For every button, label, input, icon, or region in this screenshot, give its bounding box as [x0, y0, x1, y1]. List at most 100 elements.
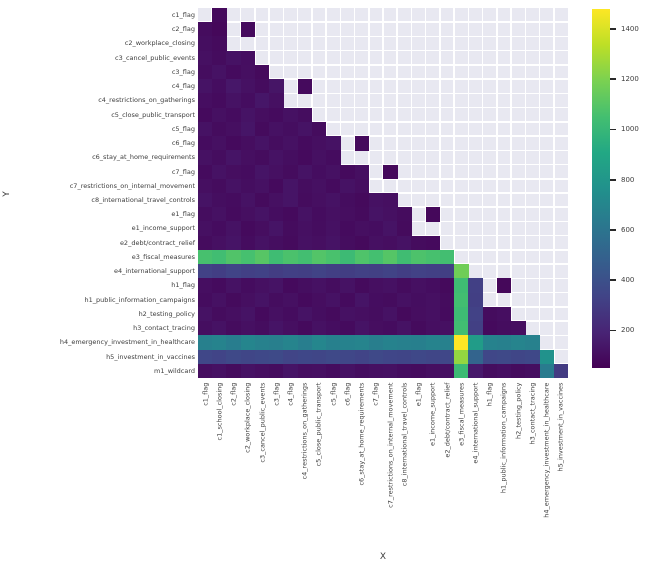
heatmap-cell	[240, 292, 256, 308]
heatmap-cell	[354, 335, 370, 350]
heatmap-cell	[326, 235, 341, 251]
heatmap-cell	[269, 264, 284, 279]
x-tick-label: c4_restrictions_on_gatherings	[300, 382, 309, 480]
heatmap-cell	[511, 321, 526, 336]
heatmap-cell	[340, 363, 355, 379]
heatmap-cell	[297, 164, 313, 180]
heatmap-cell	[425, 235, 441, 251]
heatmap-cell	[240, 136, 256, 151]
heatmap-cell	[198, 249, 213, 265]
heatmap-cell	[397, 349, 412, 365]
heatmap-cell	[283, 249, 298, 265]
heatmap-cell	[411, 292, 427, 308]
heatmap-cell	[340, 178, 355, 194]
heatmap-cell	[326, 164, 341, 180]
heatmap-cell	[226, 292, 242, 308]
heatmap-panel	[198, 8, 569, 379]
heatmap-cell	[283, 178, 298, 194]
colorbar-tick-mark	[610, 329, 616, 332]
heatmap-cell	[411, 335, 427, 350]
heatmap-cell	[240, 193, 256, 208]
heatmap-cell	[254, 136, 270, 151]
heatmap-cell	[212, 349, 227, 365]
heatmap-cell	[283, 207, 298, 222]
colorbar	[592, 9, 610, 368]
heatmap-cell	[425, 349, 441, 365]
heatmap-cell	[212, 221, 227, 237]
heatmap-cell	[198, 50, 213, 66]
heatmap-cell	[212, 264, 227, 279]
x-tick-label: c2_flag	[229, 382, 238, 407]
heatmap-cell	[297, 335, 313, 350]
heatmap-cell	[254, 292, 270, 308]
heatmap-cell	[297, 107, 313, 123]
heatmap-cell	[254, 178, 270, 194]
heatmap-cell	[212, 107, 227, 123]
heatmap-cell	[425, 335, 441, 350]
heatmap-cell	[297, 306, 313, 322]
heatmap-cell	[254, 335, 270, 350]
heatmap-cell	[198, 335, 213, 350]
heatmap-cell	[254, 121, 270, 137]
x-tick-label: e1_flag	[414, 382, 423, 407]
heatmap-cell	[240, 306, 256, 322]
heatmap-cell	[340, 249, 355, 265]
colorbar-tick-label: 400	[621, 275, 635, 284]
heatmap-cell	[354, 306, 370, 322]
heatmap-cell	[326, 306, 341, 322]
y-tick-label: h2_testing_policy	[138, 309, 195, 318]
heatmap-cell	[439, 278, 455, 293]
heatmap-cell	[368, 249, 384, 265]
heatmap-cell	[212, 335, 227, 350]
heatmap-cell	[226, 249, 242, 265]
heatmap-cell	[212, 363, 227, 379]
heatmap-cell	[240, 321, 256, 336]
heatmap-cell	[525, 349, 540, 365]
heatmap-cell	[496, 363, 512, 379]
heatmap-cell	[212, 235, 227, 251]
heatmap-cell	[226, 164, 242, 180]
heatmap-cell	[226, 121, 242, 137]
heatmap-cell	[297, 193, 313, 208]
heatmap-cell	[383, 363, 398, 379]
x-tick-label: c7_flag	[371, 382, 380, 407]
heatmap-cell	[354, 207, 370, 222]
heatmap-cell	[269, 178, 284, 194]
heatmap-cell	[311, 221, 327, 237]
heatmap-cell	[226, 335, 242, 350]
heatmap-cell	[269, 207, 284, 222]
heatmap-cell	[368, 278, 384, 293]
heatmap-cell	[212, 278, 227, 293]
heatmap-cell	[397, 249, 412, 265]
heatmap-cell	[411, 264, 427, 279]
heatmap-cell	[212, 178, 227, 194]
heatmap-cell	[297, 121, 313, 137]
heatmap-cell	[269, 150, 284, 165]
x-tick-label: c5_flag	[329, 382, 338, 407]
heatmap-cell	[468, 292, 483, 308]
heatmap-cell	[468, 306, 483, 322]
heatmap-cell	[311, 249, 327, 265]
heatmap-cell	[212, 207, 227, 222]
heatmap-cell	[383, 349, 398, 365]
heatmap-cell	[283, 107, 298, 123]
x-tick-label: h4_emergency_investment_in_healthcare	[542, 382, 551, 519]
heatmap-cell	[383, 292, 398, 308]
heatmap-cell	[383, 221, 398, 237]
heatmap-cell	[368, 349, 384, 365]
heatmap-cell	[326, 207, 341, 222]
heatmap-cell	[297, 79, 313, 94]
x-tick-label: e4_international_support	[471, 382, 480, 464]
heatmap-cell	[368, 363, 384, 379]
heatmap-cell	[411, 235, 427, 251]
heatmap-cell	[240, 335, 256, 350]
heatmap-cell	[397, 221, 412, 237]
heatmap-cell	[212, 22, 227, 37]
heatmap-cell	[340, 207, 355, 222]
heatmap-cell	[326, 249, 341, 265]
heatmap-cell	[254, 349, 270, 365]
heatmap-cell	[326, 193, 341, 208]
heatmap-cell	[240, 235, 256, 251]
heatmap-cell	[311, 278, 327, 293]
heatmap-cell	[297, 178, 313, 194]
